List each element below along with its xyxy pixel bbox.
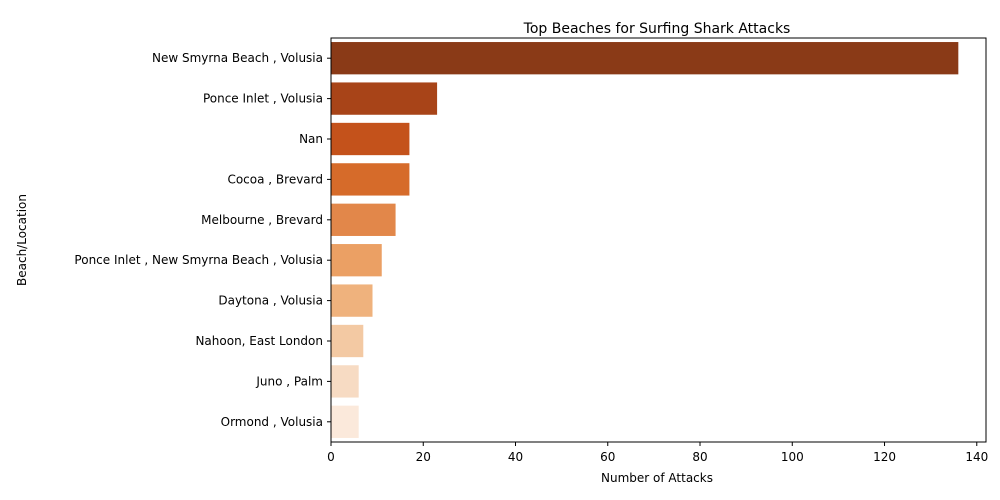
- y-tick-label: Daytona , Volusia: [218, 294, 323, 308]
- y-tick-label: Juno , Palm: [255, 374, 323, 388]
- y-tick-label: Ormond , Volusia: [221, 415, 323, 429]
- bar-4: [331, 203, 396, 236]
- y-tick-label: Melbourne , Brevard: [201, 213, 323, 227]
- x-axis-ticks: 0 20 40 60 80 100 120 140: [327, 442, 988, 464]
- x-axis-label: Number of Attacks: [601, 471, 713, 485]
- plot-frame: [330, 37, 987, 443]
- bars-group: [331, 42, 959, 438]
- bar-9: [331, 405, 359, 438]
- x-tick-label: 100: [781, 450, 804, 464]
- bar-7: [331, 324, 364, 358]
- bar-5: [331, 244, 382, 277]
- y-tick-label: Nan: [299, 132, 323, 146]
- y-tick-label: Cocoa , Brevard: [227, 172, 323, 186]
- x-tick-label: 140: [965, 450, 988, 464]
- x-tick-label: 120: [873, 450, 896, 464]
- y-axis-label: Beach/Location: [15, 194, 29, 286]
- bar-1: [331, 82, 438, 115]
- x-tick-label: 80: [692, 450, 707, 464]
- bar-3: [331, 163, 410, 196]
- bar-6: [331, 284, 373, 317]
- y-tick-label: Ponce Inlet , Volusia: [203, 92, 323, 106]
- bar-2: [331, 122, 410, 156]
- y-axis-ticks: New Smyrna Beach , Volusia Ponce Inlet , …: [74, 51, 331, 429]
- bar-0: [331, 42, 959, 75]
- chart-title: Top Beaches for Surfing Shark Attacks: [523, 21, 791, 37]
- bar-8: [331, 365, 359, 398]
- x-tick-label: 20: [416, 450, 431, 464]
- y-tick-label: New Smyrna Beach , Volusia: [152, 51, 323, 65]
- y-tick-label: Nahoon, East London: [195, 334, 323, 348]
- x-tick-label: 60: [600, 450, 615, 464]
- x-tick-label: 0: [327, 450, 335, 464]
- y-tick-label: Ponce Inlet , New Smyrna Beach , Volusia: [74, 253, 323, 267]
- x-tick-label: 40: [508, 450, 523, 464]
